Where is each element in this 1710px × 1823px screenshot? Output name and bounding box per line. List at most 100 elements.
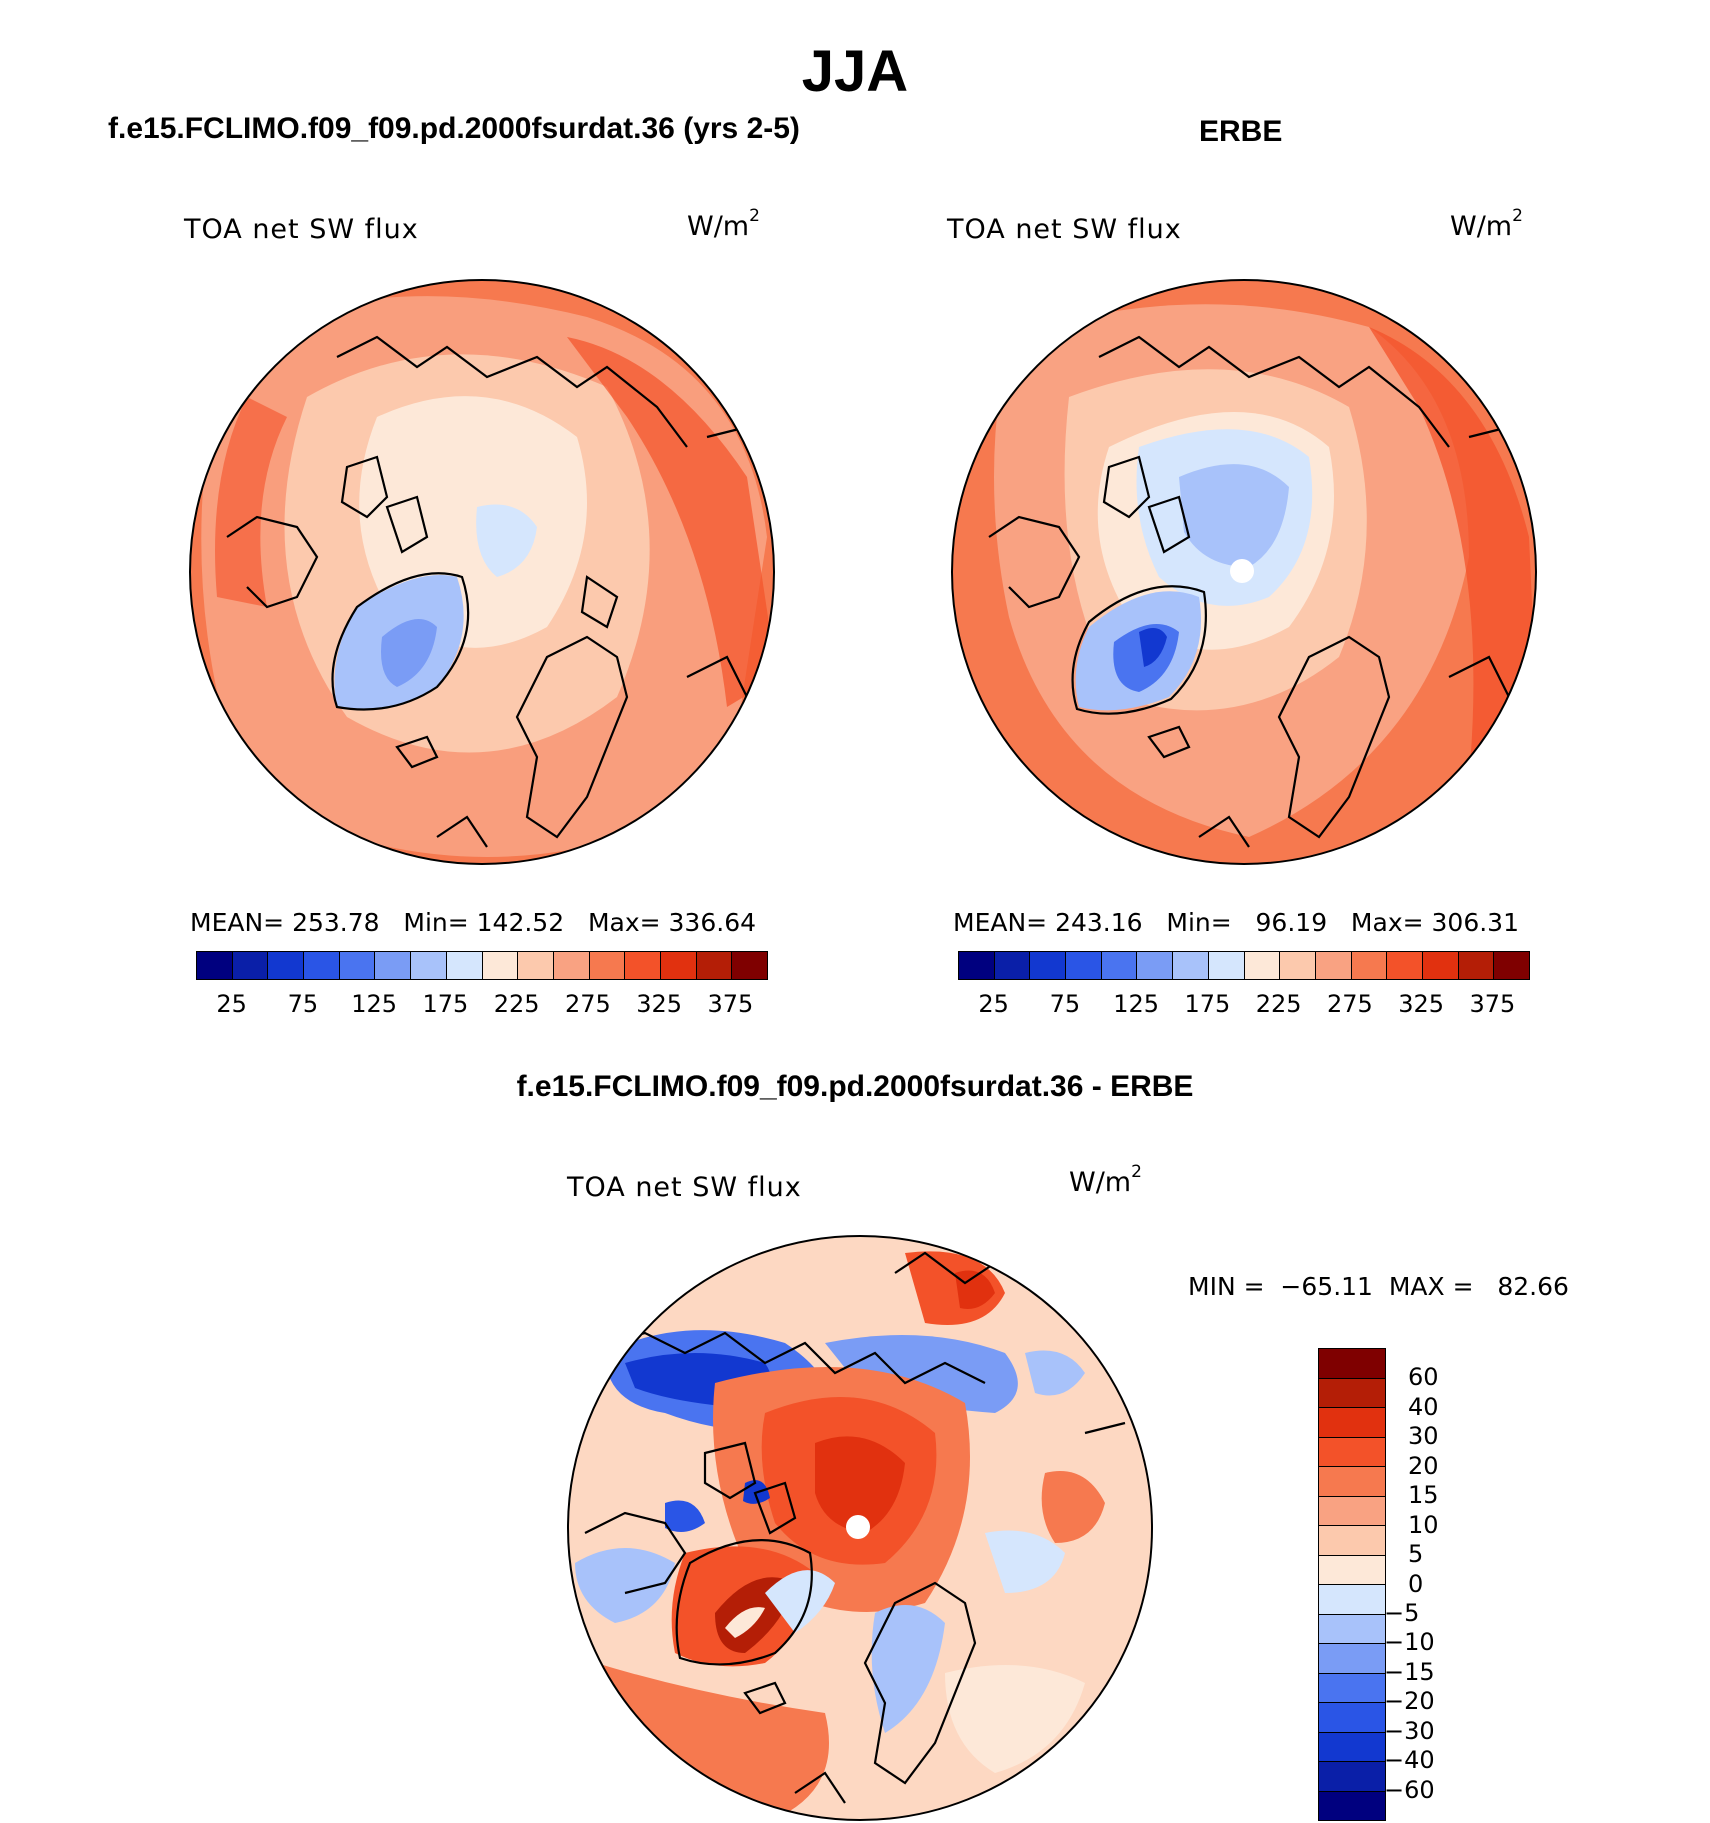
colorbar-swatch xyxy=(625,952,661,979)
colorbar-swatch xyxy=(1173,952,1209,979)
colorbar-tick-label: 5 xyxy=(1408,1540,1424,1569)
colorbar-tick-label: 225 xyxy=(493,990,540,1018)
panel-title-model: f.e15.FCLIMO.f09_f09.pd.2000fsurdat.36 (… xyxy=(108,112,800,145)
colorbar-swatch xyxy=(732,952,767,979)
colorbar-tick-label: 75 xyxy=(287,990,319,1018)
colorbar-swatch xyxy=(1351,952,1388,979)
variable-label-model: TOA net SW flux xyxy=(184,214,419,245)
colorbar-swatch xyxy=(518,952,554,979)
colorbar-tick-label: 25 xyxy=(978,990,1009,1018)
colorbar-swatch xyxy=(1319,1437,1385,1467)
colorbar-labels-model: 25 75 125 175 225 275 325 375 xyxy=(196,990,766,1020)
colorbar-swatch xyxy=(553,952,590,979)
figure-title: JJA xyxy=(801,39,909,104)
colorbar-tick-label: 325 xyxy=(636,990,683,1018)
colorbar-swatch xyxy=(1319,1673,1385,1703)
colorbar-swatch xyxy=(1244,952,1281,979)
colorbar-swatch xyxy=(411,952,447,979)
colorbar-swatch xyxy=(197,952,233,979)
variable-label-obs: TOA net SW flux xyxy=(947,214,1182,245)
colorbar-swatch xyxy=(1319,1614,1385,1644)
colorbar-swatch xyxy=(959,952,995,979)
polar-map-model xyxy=(189,279,775,865)
colorbar-tick-label: 20 xyxy=(1408,1451,1439,1480)
colorbar-tick-label: 60 xyxy=(1408,1363,1439,1392)
colorbar-labels-diff: 60 40 30 20 15 10 5 0 −5 −10 −15 −20 −30 −40 −60 xyxy=(1384,1348,1516,1819)
colorbar-swatch xyxy=(994,952,1031,979)
colorbar-swatch xyxy=(1280,952,1316,979)
colorbar-swatch xyxy=(1458,952,1495,979)
colorbar-swatch xyxy=(1030,952,1067,979)
colorbar-swatch xyxy=(696,952,733,979)
colorbar-swatch xyxy=(268,952,305,979)
stats-obs: MEAN= 243.16 Min= 96.19 Max= 306.31 xyxy=(953,908,1519,937)
colorbar-tick-label: 325 xyxy=(1398,990,1445,1018)
polar-map-obs xyxy=(951,279,1537,865)
colorbar-swatch xyxy=(232,952,269,979)
stats-model: MEAN= 253.78 Min= 142.52 Max= 336.64 xyxy=(190,908,757,937)
colorbar-tick-label: 10 xyxy=(1408,1510,1439,1539)
colorbar-tick-label: 75 xyxy=(1049,990,1081,1018)
colorbar-swatch xyxy=(1137,952,1174,979)
colorbar-labels-obs: 25 75 125 175 225 275 325 375 xyxy=(958,990,1528,1020)
colorbar-swatch xyxy=(660,952,697,979)
units-label-diff: W/m2 xyxy=(1069,1162,1142,1198)
colorbar-swatch xyxy=(1101,952,1138,979)
colorbar-diff xyxy=(1318,1348,1386,1821)
colorbar-swatch xyxy=(1319,1585,1385,1615)
colorbar-tick-label: −5 xyxy=(1384,1598,1420,1627)
units-label-obs: W/m2 xyxy=(1450,206,1523,242)
colorbar-swatch xyxy=(1319,1467,1385,1497)
colorbar-swatch xyxy=(339,952,376,979)
colorbar-swatch xyxy=(1319,1408,1385,1438)
colorbar-tick-label: 225 xyxy=(1255,990,1302,1018)
colorbar-swatch xyxy=(1387,952,1423,979)
colorbar-tick-label: −15 xyxy=(1384,1657,1435,1686)
colorbar-tick-label: 275 xyxy=(1326,990,1373,1018)
colorbar-tick-label: 40 xyxy=(1408,1392,1439,1421)
colorbar-swatch xyxy=(1319,1526,1385,1556)
colorbar-swatch xyxy=(304,952,340,979)
colorbar-tick-label: 375 xyxy=(707,990,754,1018)
colorbar-swatch xyxy=(1208,952,1245,979)
colorbar-swatch xyxy=(1319,1378,1385,1408)
colorbar-tick-label: 15 xyxy=(1408,1481,1439,1510)
colorbar-obs xyxy=(958,951,1530,980)
colorbar-swatch xyxy=(1066,952,1102,979)
colorbar-swatch xyxy=(1422,952,1459,979)
colorbar-swatch xyxy=(1319,1703,1385,1733)
colorbar-tick-label: 125 xyxy=(1113,990,1160,1018)
colorbar-swatch xyxy=(1319,1732,1385,1762)
stats-diff: MIN = −65.11 MAX = 82.66 xyxy=(1188,1272,1569,1301)
panel-title-diff: f.e15.FCLIMO.f09_f09.pd.2000fsurdat.36 -… xyxy=(516,1070,1194,1103)
colorbar-swatch xyxy=(1319,1555,1385,1585)
colorbar-tick-label: 175 xyxy=(1184,990,1231,1018)
colorbar-tick-label: −30 xyxy=(1384,1716,1435,1745)
colorbar-model xyxy=(196,951,768,980)
colorbar-tick-label: 125 xyxy=(351,990,398,1018)
colorbar-tick-label: −20 xyxy=(1384,1687,1435,1716)
colorbar-swatch xyxy=(1319,1644,1385,1674)
variable-label-diff: TOA net SW flux xyxy=(567,1172,802,1203)
colorbar-swatch xyxy=(1319,1762,1385,1792)
colorbar-tick-label: 0 xyxy=(1408,1569,1424,1598)
panel-title-obs: ERBE xyxy=(1199,115,1283,148)
colorbar-tick-label: −60 xyxy=(1384,1775,1435,1804)
colorbar-tick-label: 30 xyxy=(1408,1422,1439,1451)
units-label-model: W/m2 xyxy=(687,206,760,242)
colorbar-swatch xyxy=(1319,1791,1385,1820)
colorbar-tick-label: 275 xyxy=(564,990,611,1018)
colorbar-swatch xyxy=(446,952,483,979)
colorbar-swatch xyxy=(375,952,412,979)
colorbar-tick-label: −40 xyxy=(1384,1746,1435,1775)
colorbar-tick-label: 375 xyxy=(1469,990,1516,1018)
colorbar-swatch xyxy=(1319,1496,1385,1526)
colorbar-swatch xyxy=(1319,1349,1385,1379)
colorbar-tick-label: 175 xyxy=(422,990,469,1018)
colorbar-swatch xyxy=(1494,952,1529,979)
colorbar-swatch xyxy=(589,952,626,979)
polar-map-diff xyxy=(567,1235,1153,1821)
colorbar-tick-label: 25 xyxy=(216,990,247,1018)
colorbar-tick-label: −10 xyxy=(1384,1628,1435,1657)
colorbar-swatch xyxy=(1315,952,1352,979)
